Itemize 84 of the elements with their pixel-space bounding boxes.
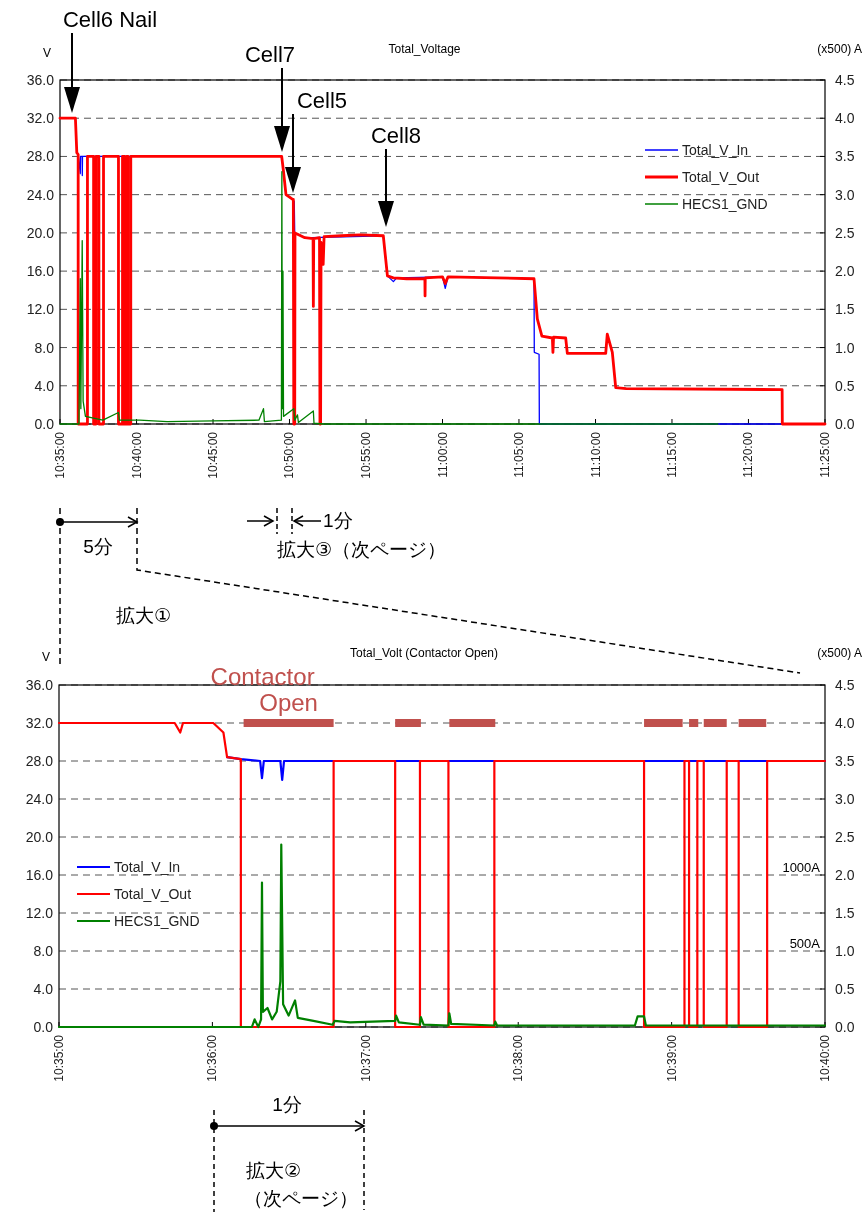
x-tick-label: 10:40:00 (129, 431, 144, 479)
x-tick-label: 10:35:00 (53, 431, 67, 479)
y2-tick-label: 2.0 (835, 867, 855, 883)
y2-tick-label: 2.0 (835, 263, 855, 280)
x-tick-label: 10:50:00 (282, 431, 297, 479)
annotation: 1000A (782, 860, 821, 875)
y2-tick-label: 0.5 (835, 377, 855, 394)
x-tick-label: 11:10:00 (588, 431, 603, 478)
y2-tick-label: 3.0 (835, 186, 855, 203)
y2-tick-label: 0.0 (835, 1019, 855, 1035)
x-tick-label: 10:37:00 (358, 1034, 373, 1082)
y2-axis-title: (x500) A (817, 646, 862, 660)
text: Cell6 Nail (62, 7, 158, 32)
y2-tick-label: 1.0 (835, 339, 855, 356)
text: 1分 (323, 510, 353, 531)
y2-tick-label: 1.0 (835, 943, 855, 959)
y-tick-label: 36.0 (26, 72, 55, 88)
y2-tick-label: 4.5 (835, 72, 855, 88)
x-tick-label: 10:38:00 (511, 1034, 526, 1082)
text: 5分 (83, 536, 113, 557)
y2-tick-label: 3.5 (835, 148, 855, 165)
x-tick-label: 11:20:00 (741, 431, 756, 478)
y-tick-label: 12.0 (26, 301, 55, 318)
y-tick-label: 16.0 (25, 867, 54, 883)
y-tick-label: 8.0 (34, 339, 55, 356)
x-tick-label: 11:15:00 (664, 431, 679, 478)
x-tick-label: 10:40:00 (818, 1034, 832, 1082)
legend-label: HECS1_GND (114, 913, 200, 929)
x-tick-label: 10:55:00 (359, 431, 374, 479)
legend-label: Total_V_Out (114, 886, 192, 902)
y2-tick-label: 0.5 (835, 981, 855, 997)
y-axis-title: V (42, 46, 52, 60)
y-tick-label: 12.0 (25, 905, 54, 921)
legend-label: Total_V_In (682, 142, 749, 158)
y-tick-label: 32.0 (25, 715, 54, 731)
y2-tick-label: 4.5 (835, 677, 855, 693)
y2-tick-label: 3.5 (835, 753, 855, 769)
chart-title: Total_Volt (Contactor Open) (349, 646, 499, 660)
y-tick-label: 36.0 (25, 677, 54, 693)
y-tick-label: 24.0 (25, 791, 54, 807)
y2-tick-label: 1.5 (835, 905, 855, 921)
text: 拡大③（次ページ） (277, 539, 447, 560)
y-tick-label: 20.0 (26, 224, 55, 241)
chart-title: Total_Voltage (388, 42, 461, 56)
x-tick-label: 10:35:00 (52, 1034, 66, 1082)
x-tick-label: 10:39:00 (664, 1034, 679, 1082)
text: Cell7 (244, 42, 296, 67)
text: 拡大① (116, 605, 172, 626)
y-tick-label: 0.0 (33, 1019, 54, 1035)
annotation: Cell8 (370, 123, 422, 148)
y2-tick-label: 0.0 (835, 416, 855, 432)
x-tick-label: 10:45:00 (206, 431, 221, 479)
y-tick-label: 4.0 (33, 981, 54, 997)
y-tick-label: 20.0 (25, 829, 54, 845)
x-tick-label: 11:00:00 (435, 431, 450, 478)
y-tick-label: 16.0 (26, 263, 55, 280)
y-tick-label: 0.0 (34, 416, 55, 432)
legend-label: Total_V_Out (682, 169, 760, 185)
y2-tick-label: 2.5 (835, 224, 855, 241)
text: 1分 (272, 1094, 302, 1115)
legend-label: Total_V_In (114, 859, 181, 875)
x-tick-label: 10:36:00 (205, 1034, 220, 1082)
x-tick-label: 11:05:00 (511, 431, 526, 478)
y-tick-label: 28.0 (25, 753, 54, 769)
y2-tick-label: 2.5 (835, 829, 855, 845)
x-tick-label: 11:25:00 (818, 431, 832, 478)
line-series (57, 843, 827, 1029)
y2-tick-label: 4.0 (835, 715, 855, 731)
y-tick-label: 8.0 (33, 943, 54, 959)
y2-tick-label: 1.5 (835, 301, 855, 318)
y-tick-label: 28.0 (26, 148, 55, 165)
y2-tick-label: 3.0 (835, 791, 855, 807)
y-tick-label: 24.0 (26, 186, 55, 203)
y-tick-label: 32.0 (26, 110, 55, 127)
series-label: Contactor Open (210, 663, 318, 716)
line-series (57, 721, 827, 1029)
y2-axis-title: (x500) A (817, 42, 862, 56)
annotation: Cell5 (296, 88, 348, 113)
y-axis-title: V (41, 650, 51, 664)
y2-tick-label: 4.0 (835, 110, 855, 127)
y-tick-label: 4.0 (34, 377, 55, 394)
legend-label: HECS1_GND (682, 196, 768, 212)
annotation: 500A (789, 936, 821, 951)
text: 拡大② （次ページ） (244, 1160, 358, 1209)
